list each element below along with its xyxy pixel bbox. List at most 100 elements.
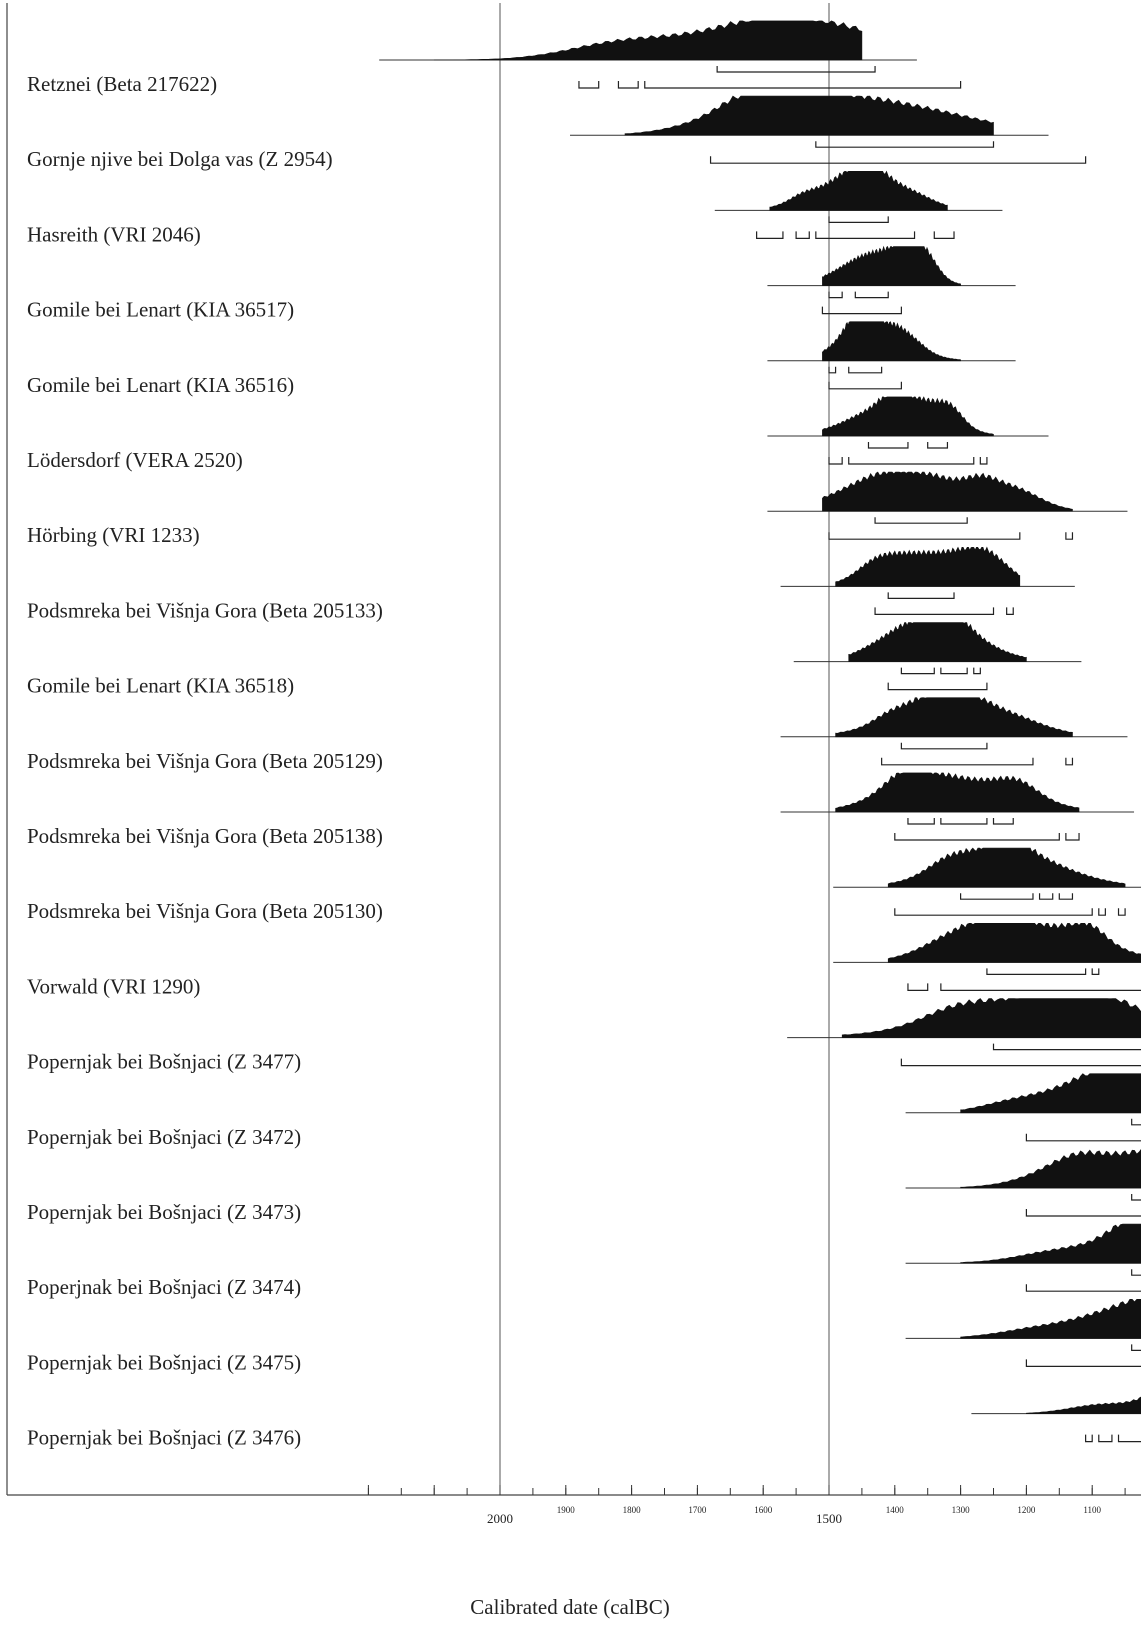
sigma1-range	[828, 216, 889, 223]
sigma2-range	[828, 381, 902, 390]
sigma1-range	[867, 442, 909, 449]
sigma1-range	[986, 968, 1087, 975]
tick-label-minor: 1600	[754, 1505, 773, 1515]
sigma1-range	[1131, 1118, 1141, 1126]
sigma2-range	[1085, 1434, 1093, 1443]
tick-label-major: 2000	[487, 1511, 513, 1526]
sigma2-range	[828, 532, 1021, 540]
sample-row: Popernjak bei Bošnjaci (Z 3476)	[27, 1396, 1141, 1450]
tick-label-minor: 1100	[1083, 1505, 1101, 1515]
sample-row: Podsmreka bei Višnja Gora (Beta 205133)	[27, 546, 1075, 622]
sigma2-range	[1025, 1133, 1141, 1142]
sigma1-range	[940, 667, 968, 675]
probability-distribution	[848, 622, 1027, 662]
sigma1-range	[992, 818, 1014, 825]
sample-label: Popernjak bei Bošnjaci (Z 3473)	[27, 1200, 301, 1224]
probability-distribution	[887, 922, 1141, 963]
sample-label: Popernjak bei Bošnjaci (Z 3472)	[27, 1125, 301, 1149]
sigma2-range	[848, 457, 975, 465]
sample-row: Gomile bei Lenart (KIA 36516)	[27, 321, 1016, 397]
sigma1-range	[854, 291, 889, 299]
probability-distribution	[887, 847, 1126, 888]
sigma1-range	[1091, 968, 1100, 975]
sample-label: Retznei (Beta 217622)	[27, 72, 217, 96]
sample-label: Gornje njive bei Dolga vas (Z 2954)	[27, 147, 333, 171]
tick-label-major: 1500	[816, 1511, 842, 1526]
sigma1-range	[927, 442, 949, 449]
probability-distribution	[769, 170, 948, 211]
sample-row: Podsmreka bei Višnja Gora (Beta 205138)	[27, 772, 1135, 848]
tick-label-minor: 1200	[1017, 1505, 1036, 1515]
sigma2-range	[756, 231, 784, 239]
gridlines	[499, 3, 830, 1495]
probability-distribution	[822, 396, 994, 437]
probability-distribution	[960, 1299, 1141, 1339]
sigma2-range	[828, 457, 843, 465]
sample-label: Popernjak bei Bošnjaci (Z 3477)	[27, 1050, 301, 1074]
sigma2-range	[1098, 1434, 1113, 1443]
sample-label: Lödersdorf (VERA 2520)	[27, 448, 243, 472]
sample-rows: Retznei (Beta 217622) Gornje njive bei Do…	[27, 20, 1141, 1450]
sigma2-range	[900, 1058, 1141, 1067]
sample-row: Poperjnak bei Bošnjaci (Z 3474)	[27, 1223, 1141, 1299]
sigma2-range	[940, 983, 1141, 991]
plot-frame	[6, 3, 1141, 1496]
probability-distribution	[841, 998, 1141, 1038]
probability-distribution	[835, 546, 1021, 587]
sigma1-range	[940, 818, 988, 825]
sigma2-range	[907, 983, 929, 991]
sample-row: Gomile bei Lenart (KIA 36517)	[27, 245, 1016, 322]
sigma1-range	[992, 1043, 1141, 1051]
probability-distribution	[960, 1149, 1141, 1189]
sigma1-range	[1058, 893, 1074, 900]
sigma1-range	[900, 742, 988, 750]
probability-distribution	[822, 471, 1073, 512]
sigma2-range	[1025, 1284, 1141, 1292]
sigma2-range	[1025, 1359, 1141, 1367]
sigma2-range	[1065, 833, 1080, 841]
sample-label: Podsmreka bei Višnja Gora (Beta 205133)	[27, 598, 383, 622]
sample-label: Poperjnak bei Bošnjaci (Z 3474)	[27, 1275, 301, 1299]
sigma2-range	[1117, 908, 1126, 916]
sample-label: Popernjak bei Bošnjaci (Z 3475)	[27, 1350, 301, 1374]
sample-label: Podsmreka bei Višnja Gora (Beta 205138)	[27, 824, 383, 848]
probability-distribution	[960, 1073, 1141, 1114]
sigma2-range	[1065, 532, 1074, 540]
sigma1-range	[887, 592, 955, 599]
sample-row: Podsmreka bei Višnja Gora (Beta 205129)	[27, 697, 1128, 773]
sample-row: Lödersdorf (VERA 2520)	[27, 396, 1049, 472]
probability-distribution	[835, 697, 1073, 738]
sigma2-range	[1025, 1209, 1141, 1217]
sigma1-range	[716, 66, 876, 73]
sample-row: Retznei (Beta 217622)	[27, 20, 962, 96]
x-axis: 2000150010005001900180017001600140013001…	[367, 1485, 1126, 1526]
sample-row: Hasreith (VRI 2046)	[27, 170, 1003, 246]
sigma1-range	[848, 366, 883, 374]
tick-label-minor: 1700	[688, 1505, 707, 1515]
sigma1-range	[828, 291, 843, 299]
tick-label-minor: 1300	[952, 1505, 971, 1515]
sigma2-range	[795, 231, 810, 239]
sample-label: Popernjak bei Bošnjaci (Z 3476)	[27, 1426, 301, 1450]
sigma2-range	[1006, 607, 1014, 615]
sigma1-range	[1038, 893, 1054, 900]
sample-label: Gomile bei Lenart (KIA 36516)	[27, 373, 294, 397]
sigma2-range	[578, 81, 600, 89]
sigma2-range	[1065, 757, 1074, 766]
sample-row: Gomile bei Lenart (KIA 36518)	[27, 622, 1082, 698]
sigma2-range	[617, 81, 639, 89]
sample-row: Podsmreka bei Višnja Gora (Beta 205130)	[27, 847, 1141, 923]
sigma1-range	[973, 667, 981, 675]
sample-label: Hasreith (VRI 2046)	[27, 222, 201, 246]
sigma1-range	[900, 667, 935, 675]
sample-row: Gornje njive bei Dolga vas (Z 2954)	[27, 95, 1087, 171]
sigma1-range	[828, 366, 837, 374]
probability-distribution	[960, 1223, 1141, 1264]
tick-label-minor: 1400	[886, 1505, 905, 1515]
sigma1-range	[1131, 1194, 1141, 1201]
x-axis-title: Calibrated date (calBC)	[470, 1595, 669, 1619]
sample-label: Gomile bei Lenart (KIA 36518)	[27, 674, 294, 698]
sigma1-range	[907, 818, 935, 825]
